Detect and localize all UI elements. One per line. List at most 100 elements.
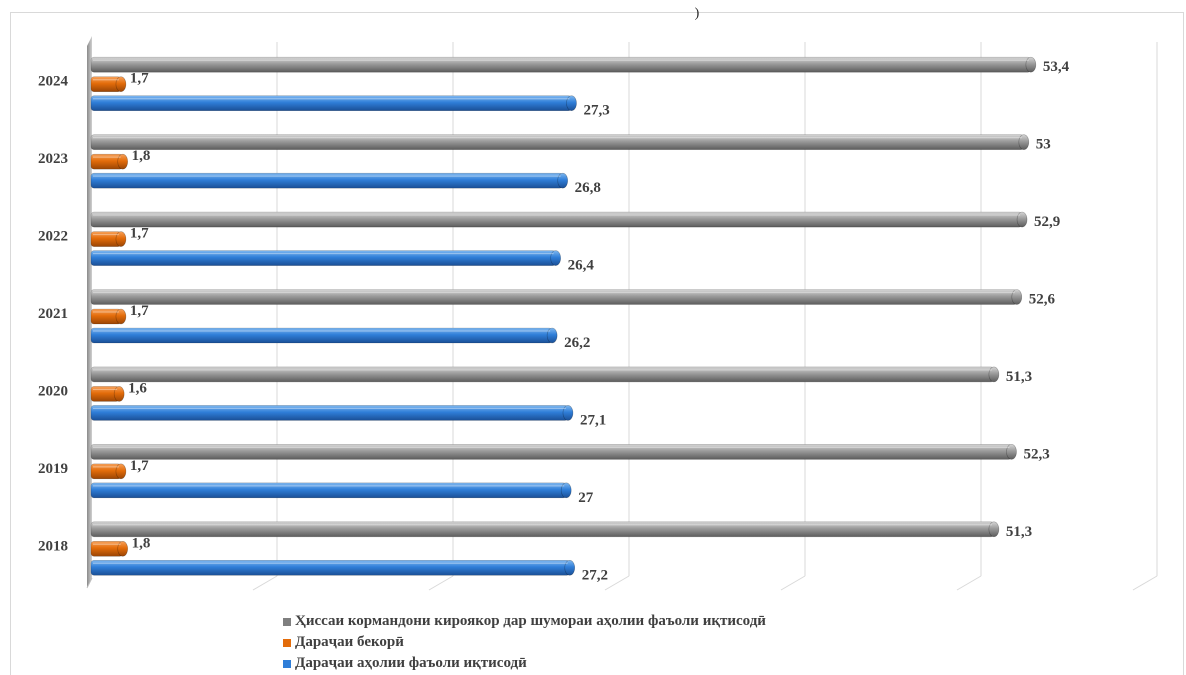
bar bbox=[90, 153, 128, 170]
bar-cap bbox=[115, 308, 127, 325]
gridline-floor bbox=[956, 575, 982, 591]
bar-body bbox=[90, 95, 572, 112]
data-label: 52,6 bbox=[1029, 292, 1056, 308]
bar-cap bbox=[988, 521, 1000, 538]
bar-cap bbox=[550, 250, 561, 266]
data-label: 53,4 bbox=[1043, 59, 1070, 75]
legend-label: Дараҷаи аҳолии фаъоли иқтисодӣ bbox=[295, 655, 527, 671]
data-label: 1,6 bbox=[128, 380, 147, 396]
bar-cap bbox=[557, 172, 568, 189]
category-label: 2019 bbox=[38, 461, 68, 477]
data-label: 27,2 bbox=[582, 567, 608, 583]
data-label: 27,1 bbox=[580, 412, 606, 428]
category-label: 2023 bbox=[38, 151, 68, 167]
bar-body bbox=[90, 405, 569, 421]
bar-cap bbox=[1016, 211, 1028, 228]
category-label: 2022 bbox=[38, 229, 68, 245]
gridline-floor bbox=[428, 575, 454, 591]
bar-body bbox=[90, 521, 995, 538]
bar bbox=[90, 521, 1000, 538]
bar bbox=[90, 559, 576, 576]
legend-item: Дараҷаи бекорӣ bbox=[283, 632, 766, 653]
data-label: 52,9 bbox=[1034, 214, 1060, 230]
legend-label: Ҳиссаи кормандони кироякор дар шумораи а… bbox=[295, 613, 766, 629]
bar-body bbox=[90, 134, 1025, 150]
data-label: 52,3 bbox=[1023, 446, 1049, 462]
category-label: 2021 bbox=[38, 306, 68, 322]
bar bbox=[90, 327, 558, 344]
bar-cap bbox=[546, 327, 558, 344]
bar-body bbox=[90, 327, 553, 344]
data-label: 27 bbox=[578, 490, 594, 506]
gridline-floor bbox=[252, 575, 278, 591]
legend-label: Дараҷаи бекорӣ bbox=[295, 634, 404, 650]
top-mark: ) bbox=[694, 6, 700, 21]
bar bbox=[90, 444, 1017, 460]
bar-cap bbox=[115, 231, 127, 247]
legend-swatch bbox=[283, 659, 291, 668]
bar bbox=[90, 134, 1030, 150]
bar bbox=[90, 231, 127, 247]
chart-frame: ) bbox=[10, 6, 1184, 675]
axis-wall bbox=[87, 36, 92, 588]
bar bbox=[90, 308, 127, 325]
bar bbox=[90, 211, 1028, 228]
data-label: 1,8 bbox=[132, 535, 151, 551]
data-label: 26,8 bbox=[575, 180, 601, 196]
bar bbox=[90, 366, 1000, 383]
bar bbox=[90, 76, 127, 93]
bar-cap bbox=[566, 95, 577, 112]
category-label: 2018 bbox=[38, 538, 68, 554]
bar-body bbox=[90, 250, 556, 266]
bar-body bbox=[90, 211, 1023, 228]
bar bbox=[90, 172, 568, 189]
category-label: 2024 bbox=[38, 74, 69, 90]
bar bbox=[90, 405, 574, 421]
bar-cap bbox=[113, 386, 125, 402]
bar-cap bbox=[560, 482, 572, 499]
bar-body bbox=[90, 366, 995, 383]
bar-body bbox=[90, 444, 1012, 460]
bar-cap bbox=[1025, 56, 1037, 73]
bar bbox=[90, 540, 128, 557]
bar bbox=[90, 95, 577, 112]
bar-cap bbox=[988, 366, 1000, 383]
bar-body bbox=[90, 482, 567, 499]
data-label: 51,3 bbox=[1006, 524, 1032, 540]
bar-body bbox=[90, 172, 563, 189]
data-label: 26,4 bbox=[568, 258, 595, 274]
bar-cap bbox=[117, 153, 128, 170]
data-label: 26,2 bbox=[564, 335, 590, 351]
data-label: 51,3 bbox=[1006, 369, 1032, 385]
bar-cap bbox=[564, 559, 576, 576]
bar-cap bbox=[1011, 289, 1023, 305]
bar bbox=[90, 289, 1023, 305]
axis-floor-edge bbox=[86, 577, 93, 589]
data-label: 1,7 bbox=[130, 226, 149, 242]
bar-cap bbox=[117, 540, 128, 557]
gridline-floor bbox=[604, 575, 630, 591]
data-label: 1,7 bbox=[130, 303, 149, 319]
legend-swatch bbox=[283, 638, 291, 647]
bar bbox=[90, 386, 125, 402]
bar bbox=[90, 250, 561, 266]
bar-cap bbox=[115, 463, 127, 480]
legend-item: Дараҷаи аҳолии фаъоли иқтисодӣ bbox=[283, 653, 766, 674]
legend-swatch bbox=[283, 617, 291, 626]
bar bbox=[90, 56, 1037, 73]
bar-cap bbox=[562, 405, 574, 421]
bar bbox=[90, 463, 127, 480]
data-label: 1,8 bbox=[132, 148, 151, 164]
data-label: 1,7 bbox=[130, 458, 149, 474]
bar-cap bbox=[1018, 134, 1030, 150]
bar bbox=[90, 482, 572, 499]
gridline-floor bbox=[1132, 575, 1158, 591]
gridline-floor bbox=[780, 575, 806, 591]
bar-cap bbox=[1006, 444, 1017, 460]
category-label: 2020 bbox=[38, 383, 68, 399]
bar-body bbox=[90, 559, 571, 576]
legend-item: Ҳиссаи кормандони кироякор дар шумораи а… bbox=[283, 611, 766, 632]
data-label: 53 bbox=[1036, 137, 1051, 153]
chart-legend: Ҳиссаи кормандони кироякор дар шумораи а… bbox=[283, 611, 766, 674]
